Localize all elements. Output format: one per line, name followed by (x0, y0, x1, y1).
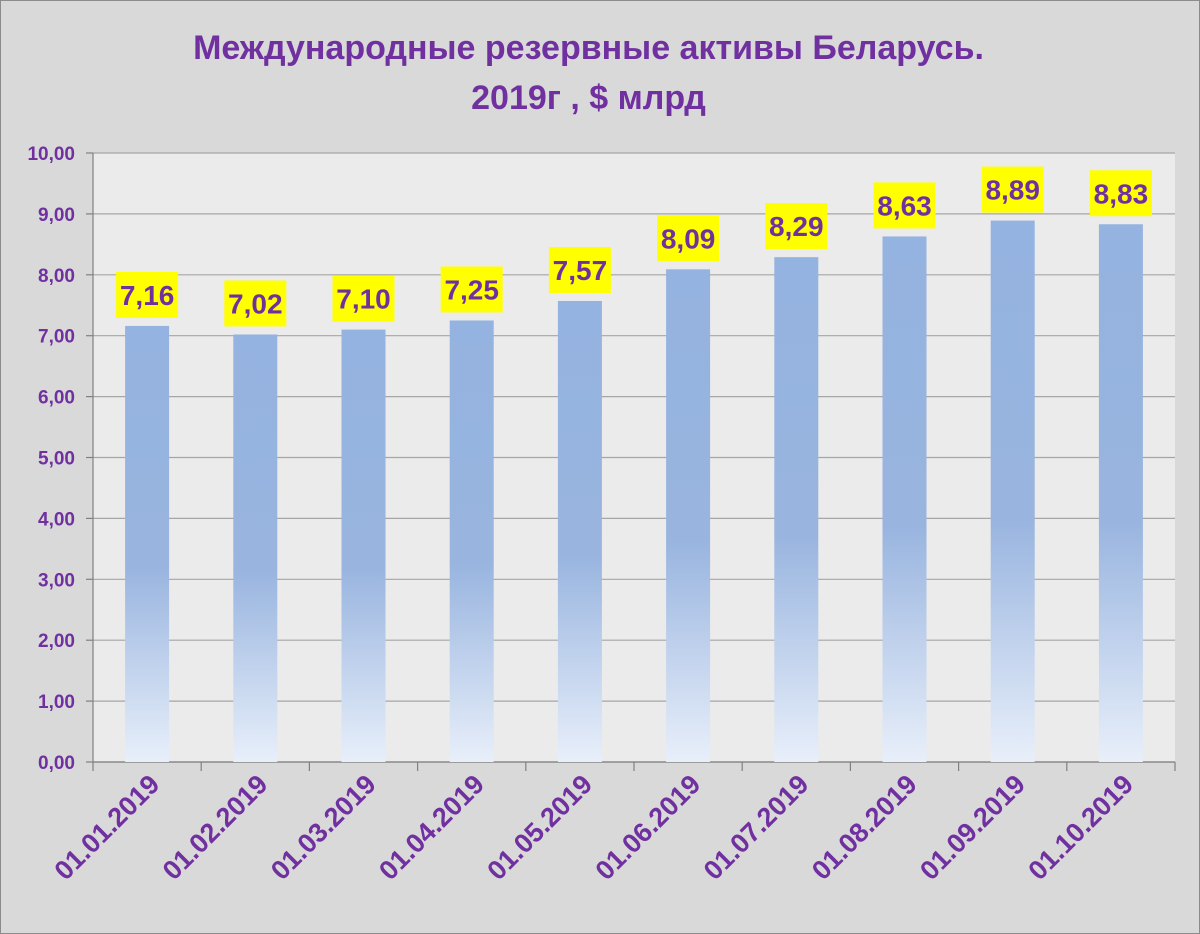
y-tick-label: 5,00 (38, 449, 75, 470)
data-label: 8,89 (985, 175, 1040, 206)
y-tick-label: 4,00 (38, 509, 75, 530)
data-label-background (224, 280, 287, 327)
x-tick-label: 01.07.2019 (698, 769, 815, 886)
data-label-background (873, 182, 936, 229)
data-label: 7,10 (336, 284, 391, 315)
data-label: 7,25 (444, 274, 499, 305)
bars (125, 220, 1143, 763)
chart-title-line-2: 2019г , $ млрд (471, 79, 706, 117)
y-tick-label: 9,00 (38, 205, 75, 226)
data-label: 7,02 (228, 288, 283, 319)
data-label: 8,29 (769, 211, 824, 242)
chart-title: Международные резервные активы Беларусь.… (1, 23, 1176, 123)
data-label-background (116, 271, 179, 318)
data-label-background (765, 203, 828, 250)
bar (125, 325, 170, 762)
bar (1098, 224, 1143, 763)
y-tick-label: 6,00 (38, 388, 75, 409)
x-tick-label: 01.03.2019 (265, 769, 382, 886)
x-tick-label: 01.09.2019 (914, 769, 1031, 886)
bar (990, 220, 1035, 762)
x-tick-label: 01.02.2019 (157, 769, 274, 886)
data-label-background (548, 246, 611, 293)
y-tick-label: 3,00 (38, 570, 75, 591)
data-label: 7,57 (553, 255, 608, 286)
y-tick-label: 2,00 (38, 631, 75, 652)
data-label: 7,16 (120, 280, 175, 311)
x-tick-label: 01.04.2019 (373, 769, 490, 886)
data-label-background (332, 275, 395, 322)
bar (557, 300, 602, 762)
data-label-background (1089, 170, 1152, 217)
x-tick-label: 01.10.2019 (1022, 769, 1139, 886)
data-label: 8,83 (1094, 178, 1149, 209)
x-tick-label: 01.01.2019 (49, 769, 166, 886)
data-label: 8,63 (877, 190, 932, 221)
data-labels: 7,16 7,02 7,10 7,25 7,57 8,09 8,29 8,63 8,89 8,83 (116, 166, 1152, 327)
y-tick-label: 10,00 (27, 144, 75, 165)
bar (449, 320, 494, 762)
chart-title-line-1: Международные резервные активы Беларусь. (193, 29, 984, 67)
y-tick-label: 7,00 (38, 327, 75, 348)
data-label-background (981, 166, 1044, 213)
x-axis-tick-labels: 01.01.201901.02.201901.03.201901.04.2019… (49, 769, 1140, 886)
data-label: 8,09 (661, 223, 716, 254)
y-tick-label: 8,00 (38, 266, 75, 287)
bar (233, 334, 278, 762)
y-tick-label: 1,00 (38, 692, 75, 713)
y-tick-label: 0,00 (38, 753, 75, 774)
data-label-background (440, 266, 503, 313)
x-tick-label: 01.05.2019 (481, 769, 598, 886)
bar (882, 236, 927, 763)
y-axis-tick-labels: 0,00 1,00 2,00 3,00 4,00 5,00 6,00 7,00 8,00 9,00… (27, 144, 75, 774)
data-label-background (657, 215, 720, 262)
bar (666, 269, 711, 762)
bar (341, 329, 386, 762)
bar (774, 257, 819, 762)
x-tick-label: 01.08.2019 (806, 769, 923, 886)
x-tick-label: 01.06.2019 (590, 769, 707, 886)
